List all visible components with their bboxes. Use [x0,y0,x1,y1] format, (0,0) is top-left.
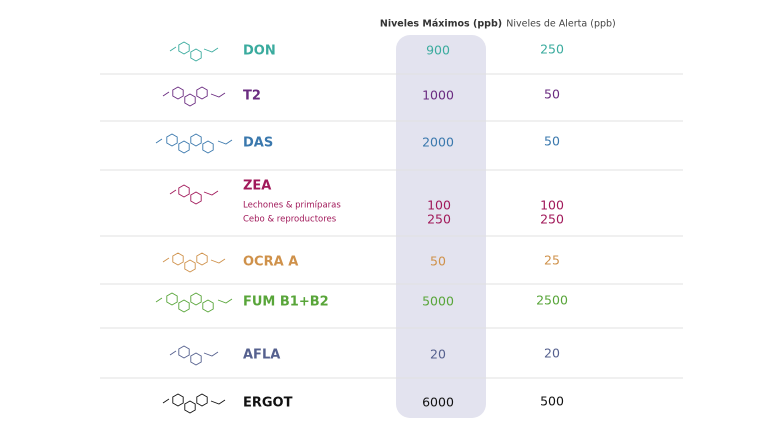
bond [162,91,226,98]
ring [190,191,202,205]
ring [196,252,208,266]
toxin-name: T2 [243,89,261,104]
toxin-name: AFLA [243,348,280,363]
ring [196,86,208,100]
max-value: 20 [430,347,446,362]
max-value: 900 [426,43,450,58]
toxin-name: ERGOT [243,396,293,411]
highlight-column [396,35,486,418]
ring [184,259,196,273]
ring [190,352,202,366]
molecule-icon [155,133,233,154]
molecule-icon [155,292,233,313]
bond [169,189,219,196]
alert-value: 25 [544,253,560,268]
header-alert: Niveles de Alerta (ppb) [506,19,616,30]
toxin-name: DON [243,44,276,59]
ring [178,184,190,198]
max-value: 5000 [422,294,454,309]
ring [190,48,202,62]
ring [202,299,214,313]
header-max: Niveles Máximos (ppb) [380,19,502,30]
toxin-name: DAS [243,136,273,151]
bond [155,297,233,304]
ring [178,140,190,154]
molecule-icon [169,184,219,205]
alert-value: 50 [544,134,560,149]
ring [196,393,208,407]
bond [162,257,226,264]
ring [184,400,196,414]
ring [172,252,184,266]
ring [172,86,184,100]
alert-value: 20 [544,346,560,361]
max-value: 2000 [422,135,454,150]
ring [178,299,190,313]
ring [190,133,202,147]
toxin-name: FUM B1+B2 [243,295,329,310]
ring [178,41,190,55]
toxin-name: OCRA A [243,255,298,270]
ring [178,345,190,359]
sub-label: Lechones & primíparas [243,201,341,211]
alert-value: 250 [540,212,564,227]
alert-value: 50 [544,87,560,102]
alert-value: 500 [540,394,564,409]
max-value: 100 [427,198,451,213]
max-value: 250 [427,212,451,227]
molecule-icon [169,345,219,366]
max-value: 50 [430,254,446,269]
bond [169,46,219,53]
max-value: 1000 [422,88,454,103]
bond [169,350,219,357]
bond [162,398,226,405]
toxin-name: ZEA [243,179,271,194]
max-value: 6000 [422,395,454,410]
ring [202,140,214,154]
molecule-icon [162,252,226,273]
alert-value: 2500 [536,293,568,308]
ring [166,133,178,147]
alert-value: 250 [540,42,564,57]
bond [155,138,233,145]
molecule-icon [162,86,226,107]
sub-label: Cebo & reproductores [243,215,337,225]
ring [166,292,178,306]
molecule-icon [169,41,219,62]
alert-value: 100 [540,198,564,213]
ring [172,393,184,407]
molecule-icon [162,393,226,414]
ring [184,93,196,107]
ring [190,292,202,306]
